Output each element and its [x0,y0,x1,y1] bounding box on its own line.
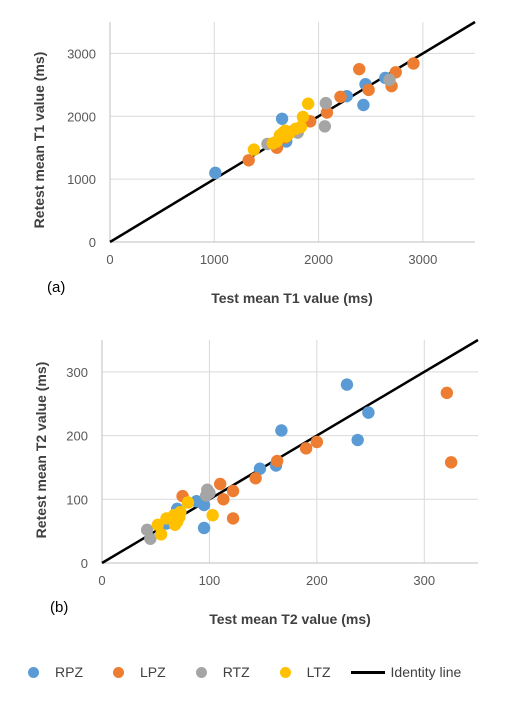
data-point-rtz [203,486,216,500]
legend-line-marker [350,670,385,674]
data-point-rpz [197,498,211,512]
data-point-rtz [144,532,157,545]
data-point-rpz [253,462,267,475]
data-point-rtz [383,73,396,87]
data-point-rpz [209,166,222,180]
data-point-lpz [444,456,458,469]
legend-item-ltz: LTZ [270,664,331,680]
x-tick-label: 200 [306,573,328,588]
data-point-ltz [181,496,195,509]
legend-item-rtz: RTZ [186,664,250,680]
x-tick-label: 2000 [304,252,333,267]
legend-item-lpz: LPZ [103,664,166,680]
x-tick-label: 100 [199,573,221,588]
panel-b: 0 100 200 300 0 100 200 300 Test mean T2 value… [33,338,479,627]
data-point-rpz [340,378,354,391]
data-point-rpz [357,98,370,112]
y-tick-label: 0 [89,235,96,250]
x-tick-label: 1000 [200,252,229,267]
legend-marker [279,666,291,678]
y-tick-label: 3000 [67,46,96,61]
legend-item-rpz: RPZ [18,664,83,680]
data-point-ltz [154,528,168,541]
data-point-ltz [247,143,261,156]
x-tick-label: 0 [98,573,105,588]
legend-label: LPZ [140,664,166,680]
data-point-lpz [249,472,262,485]
y-axis-title: Retest mean T2 value (ms) [33,362,49,539]
data-point-lpz [226,484,240,498]
data-point-lpz [226,512,240,525]
x-axis-title: Test mean T1 value (ms) [211,290,373,306]
data-point-lpz [310,435,324,449]
data-point-rtz [318,120,332,133]
legend-label: RPZ [55,664,83,680]
data-point-lpz [407,57,420,70]
legend-marker [195,666,207,678]
panel-a: 0 1000 2000 3000 0 1000 2000 3000 Test mean T1… [31,20,476,306]
panel-label: (b) [50,599,68,616]
y-tick-label: 100 [66,492,88,507]
data-point-lpz [334,90,347,104]
data-point-rpz [351,433,364,447]
data-point-ltz [296,110,310,124]
data-point-ltz [206,509,219,522]
data-point-lpz [299,442,313,455]
data-point-rpz [275,112,289,126]
data-point-lpz [362,83,375,97]
data-point-rpz [362,406,375,419]
legend-label: Identity line [390,664,462,680]
data-point-lpz [242,154,255,167]
data-point-lpz [440,386,454,400]
data-point-ltz [301,97,315,110]
panel-label: (a) [47,279,65,296]
y-tick-label: 300 [66,365,88,380]
data-point-lpz [213,477,227,491]
legend-label: LTZ [306,664,331,680]
legend-label: RTZ [222,664,250,680]
data-point-rpz [275,424,288,437]
x-axis-title: Test mean T2 value (ms) [209,611,371,627]
data-point-ltz [294,120,308,134]
y-axis-title: Retest mean T1 value (ms) [31,52,47,229]
data-point-rpz [197,521,211,535]
legend-item-identity-line: Identity line [350,664,462,680]
data-point-lpz [353,62,366,76]
y-tick-label: 2000 [67,109,96,124]
x-tick-label: 300 [413,573,435,588]
x-tick-label: 0 [106,252,113,267]
y-tick-label: 1000 [67,172,96,187]
data-point-lpz [270,454,284,468]
legend: RPZ LPZ RTZ LTZ Identity line [18,660,508,684]
legend-marker [28,666,39,678]
data-point-ltz [280,130,293,143]
y-tick-label: 200 [66,429,88,444]
data-point-ltz [174,505,187,519]
data-point-lpz [320,106,334,119]
x-tick-label: 3000 [408,252,437,267]
y-tick-label: 0 [81,556,88,571]
data-point-ltz [151,518,165,531]
data-point-lpz [217,493,230,506]
data-point-rtz [319,96,333,110]
legend-marker [113,666,124,678]
